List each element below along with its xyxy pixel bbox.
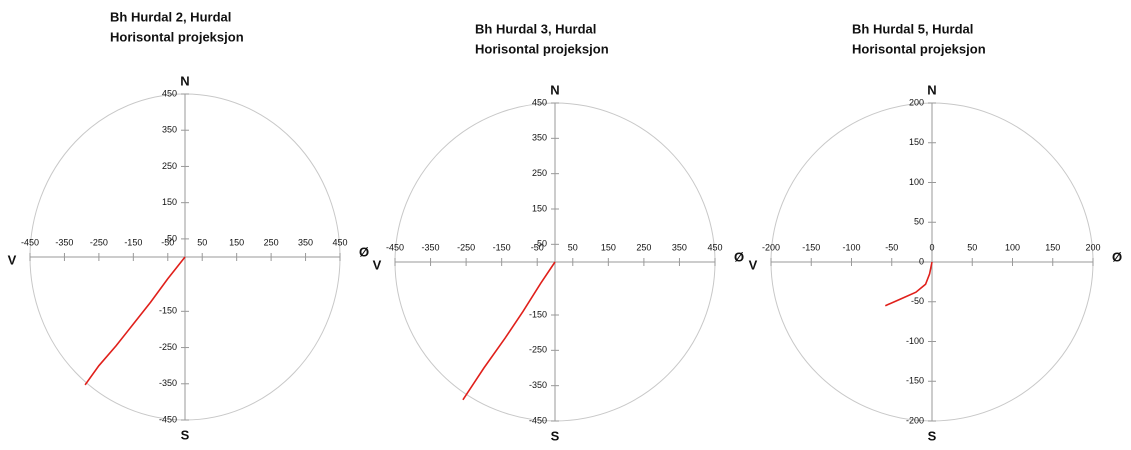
x-tick-label: 50 <box>568 242 578 252</box>
y-tick-label: -150 <box>529 309 547 319</box>
x-tick-label: -100 <box>842 242 860 252</box>
compass-north: N <box>550 82 559 97</box>
chart-subtitle: Horisontal projeksjon <box>475 41 609 56</box>
x-tick-label: -50 <box>161 237 174 247</box>
y-tick-label: -100 <box>906 336 924 346</box>
x-tick-label: 50 <box>967 242 977 252</box>
x-tick-label: -450 <box>386 242 404 252</box>
y-tick-label: 50 <box>914 217 924 227</box>
x-tick-label: 250 <box>636 242 651 252</box>
trace-line <box>84 256 186 386</box>
y-tick-label: 50 <box>537 239 547 249</box>
y-tick-label: 350 <box>162 125 177 135</box>
y-tick-label: -450 <box>529 415 547 425</box>
y-tick-label: 350 <box>532 133 547 143</box>
y-tick-label: -200 <box>906 415 924 425</box>
x-tick-label: 150 <box>1045 242 1060 252</box>
compass-west: V <box>749 257 758 272</box>
chart-subtitle: Horisontal projeksjon <box>110 29 244 44</box>
x-tick-label: -250 <box>457 242 475 252</box>
x-tick-label: 350 <box>298 237 313 247</box>
compass-south: S <box>928 428 937 443</box>
compass-east: Ø <box>1112 249 1122 264</box>
trace-line <box>462 261 556 401</box>
y-tick-label: 200 <box>909 97 924 107</box>
x-tick-label: -50 <box>531 242 544 252</box>
compass-east: Ø <box>734 249 744 264</box>
compass-west: V <box>373 257 382 272</box>
y-tick-label: 250 <box>162 161 177 171</box>
y-tick-label: -250 <box>529 345 547 355</box>
x-tick-label: 200 <box>1085 242 1100 252</box>
x-tick-label: 350 <box>672 242 687 252</box>
x-tick-label: 0 <box>929 242 934 252</box>
y-tick-label: 250 <box>532 168 547 178</box>
x-tick-label: -150 <box>802 242 820 252</box>
x-tick-label: -350 <box>422 242 440 252</box>
x-tick-label: -250 <box>90 237 108 247</box>
compass-north: N <box>180 73 189 88</box>
compass-south: S <box>181 427 190 442</box>
y-tick-label: 150 <box>532 203 547 213</box>
x-tick-label: 50 <box>197 237 207 247</box>
y-tick-label: -50 <box>911 296 924 306</box>
y-tick-label: -350 <box>159 378 177 388</box>
compass-west: V <box>8 252 17 267</box>
chart-title: Bh Hurdal 2, Hurdal <box>110 9 231 24</box>
x-tick-label: 250 <box>264 237 279 247</box>
trace-line <box>884 261 933 307</box>
chart-title: Bh Hurdal 3, Hurdal <box>475 21 596 36</box>
x-tick-label: 100 <box>1005 242 1020 252</box>
y-tick-label: 100 <box>909 177 924 187</box>
chart-title: Bh Hurdal 5, Hurdal <box>852 21 973 36</box>
y-tick-label: 450 <box>162 88 177 98</box>
y-tick-label: 150 <box>162 197 177 207</box>
y-tick-label: -350 <box>529 380 547 390</box>
y-tick-label: -450 <box>159 414 177 424</box>
x-tick-label: 450 <box>707 242 722 252</box>
chart-subtitle: Horisontal projeksjon <box>852 41 986 56</box>
x-tick-label: -50 <box>885 242 898 252</box>
x-tick-label: 150 <box>229 237 244 247</box>
y-tick-label: -150 <box>159 306 177 316</box>
x-tick-label: 150 <box>601 242 616 252</box>
y-tick-label: -250 <box>159 342 177 352</box>
x-tick-label: 450 <box>332 237 347 247</box>
x-tick-label: -150 <box>124 237 142 247</box>
x-tick-label: -350 <box>55 237 73 247</box>
compass-south: S <box>551 428 560 443</box>
compass-north: N <box>927 82 936 97</box>
x-tick-label: -200 <box>762 242 780 252</box>
y-tick-label: -150 <box>906 376 924 386</box>
compass-east: Ø <box>359 244 369 259</box>
y-tick-label: 450 <box>532 97 547 107</box>
y-tick-label: 0 <box>919 256 924 266</box>
x-tick-label: -450 <box>21 237 39 247</box>
y-tick-label: 150 <box>909 137 924 147</box>
y-tick-label: 50 <box>167 233 177 243</box>
x-tick-label: -150 <box>493 242 511 252</box>
